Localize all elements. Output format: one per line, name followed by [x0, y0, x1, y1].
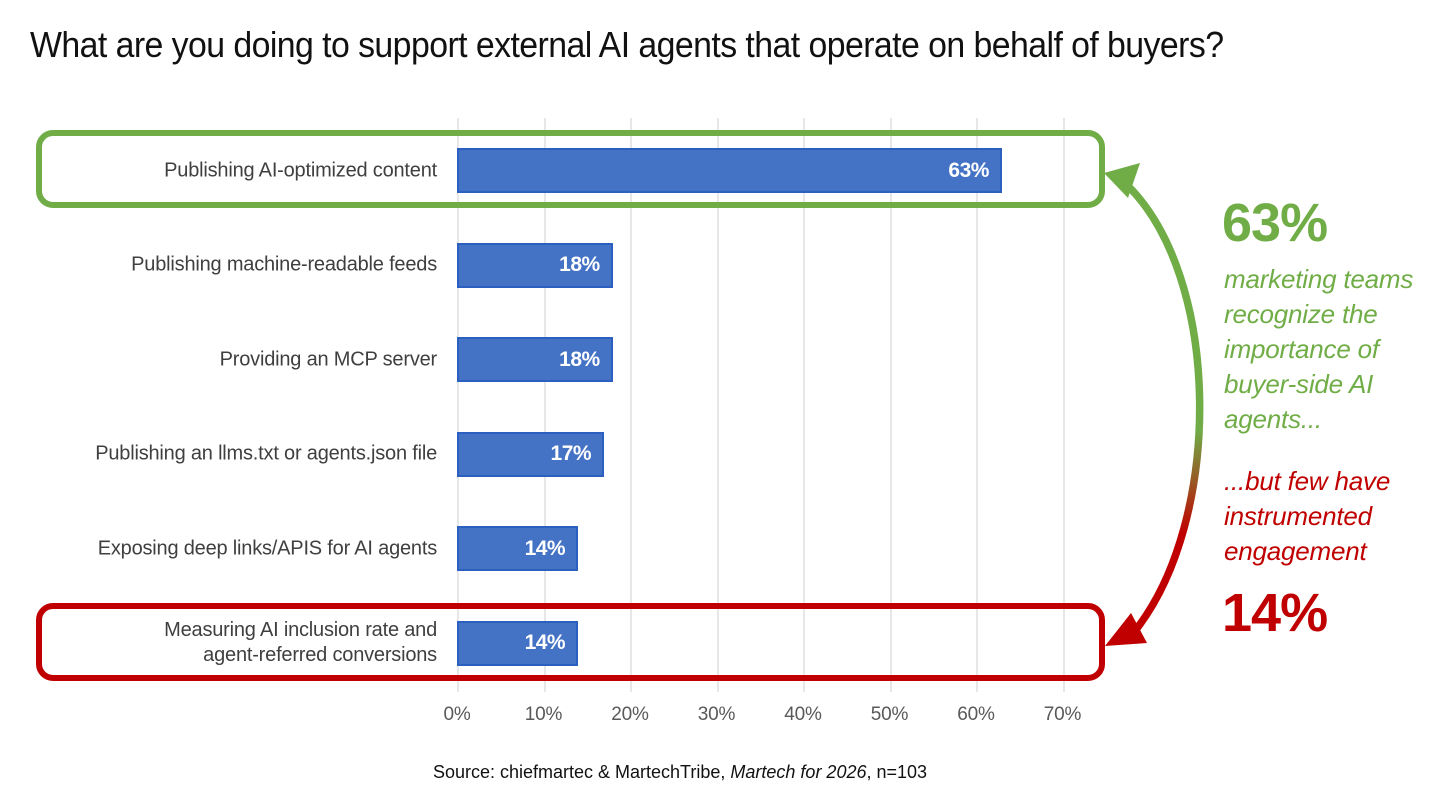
axis-tick-label: 30%: [697, 704, 736, 725]
axis-tick-label: 20%: [611, 704, 649, 725]
page-title: What are you doing to support external A…: [30, 24, 1224, 65]
bar-value-label: 18%: [559, 253, 600, 276]
axis-tick-label: 50%: [870, 704, 909, 725]
gridline: [543, 118, 546, 692]
bar-value-label: 14%: [524, 631, 566, 654]
bar-value-label: 18%: [559, 347, 600, 371]
green-note: marketing teams recognize the importance…: [1224, 264, 1414, 434]
bar: 63%: [457, 148, 1002, 193]
bar-value-label: 14%: [524, 536, 566, 560]
category-label: Measuring AI inclusion rate and agent-re…: [164, 619, 437, 666]
axis-tick-label: 10%: [524, 704, 563, 725]
category-label: Exposing deep links/APIS for AI agents: [97, 537, 437, 559]
axis-tick-label: 60%: [957, 704, 995, 725]
gridline: [976, 118, 978, 692]
source-text-part: , n=103: [866, 762, 928, 782]
bar: 18%: [457, 337, 613, 382]
category-label: Publishing machine-readable feeds: [131, 253, 437, 276]
axis-tick-label: 0%: [443, 704, 471, 725]
gridline: [716, 118, 719, 692]
source-text-part: Source: chiefmartec & MartechTribe,: [432, 762, 731, 782]
category-label: Publishing AI-optimized content: [164, 159, 437, 181]
red-stat: 14%: [1222, 583, 1328, 643]
category-label: Providing an MCP server: [219, 348, 438, 370]
gridline: [889, 118, 892, 692]
source-note: Source: chiefmartec & MartechTribe, Mart…: [0, 762, 1360, 783]
gridline: [457, 118, 459, 692]
bar: 18%: [457, 242, 613, 288]
highlight-box-red: [36, 603, 1105, 681]
red-note: ...but few have instrumented engagement: [1224, 466, 1391, 566]
bar: 17%: [457, 431, 605, 477]
gridline: [630, 118, 632, 692]
green-stat: 63%: [1222, 193, 1328, 253]
highlight-box-green: [36, 130, 1105, 208]
bar: 14%: [457, 526, 579, 571]
bar-value-label: 63%: [948, 158, 989, 182]
category-label: Publishing an llms.txt or agents.json fi…: [95, 442, 437, 465]
axis-tick-label: 70%: [1043, 704, 1082, 725]
bar: 14%: [457, 620, 579, 666]
gridline: [803, 118, 805, 692]
axis-tick-label: 40%: [784, 704, 822, 725]
bar-value-label: 17%: [550, 442, 592, 465]
gridline: [1062, 118, 1065, 692]
source-text-italic: Martech for 2026: [730, 762, 867, 782]
